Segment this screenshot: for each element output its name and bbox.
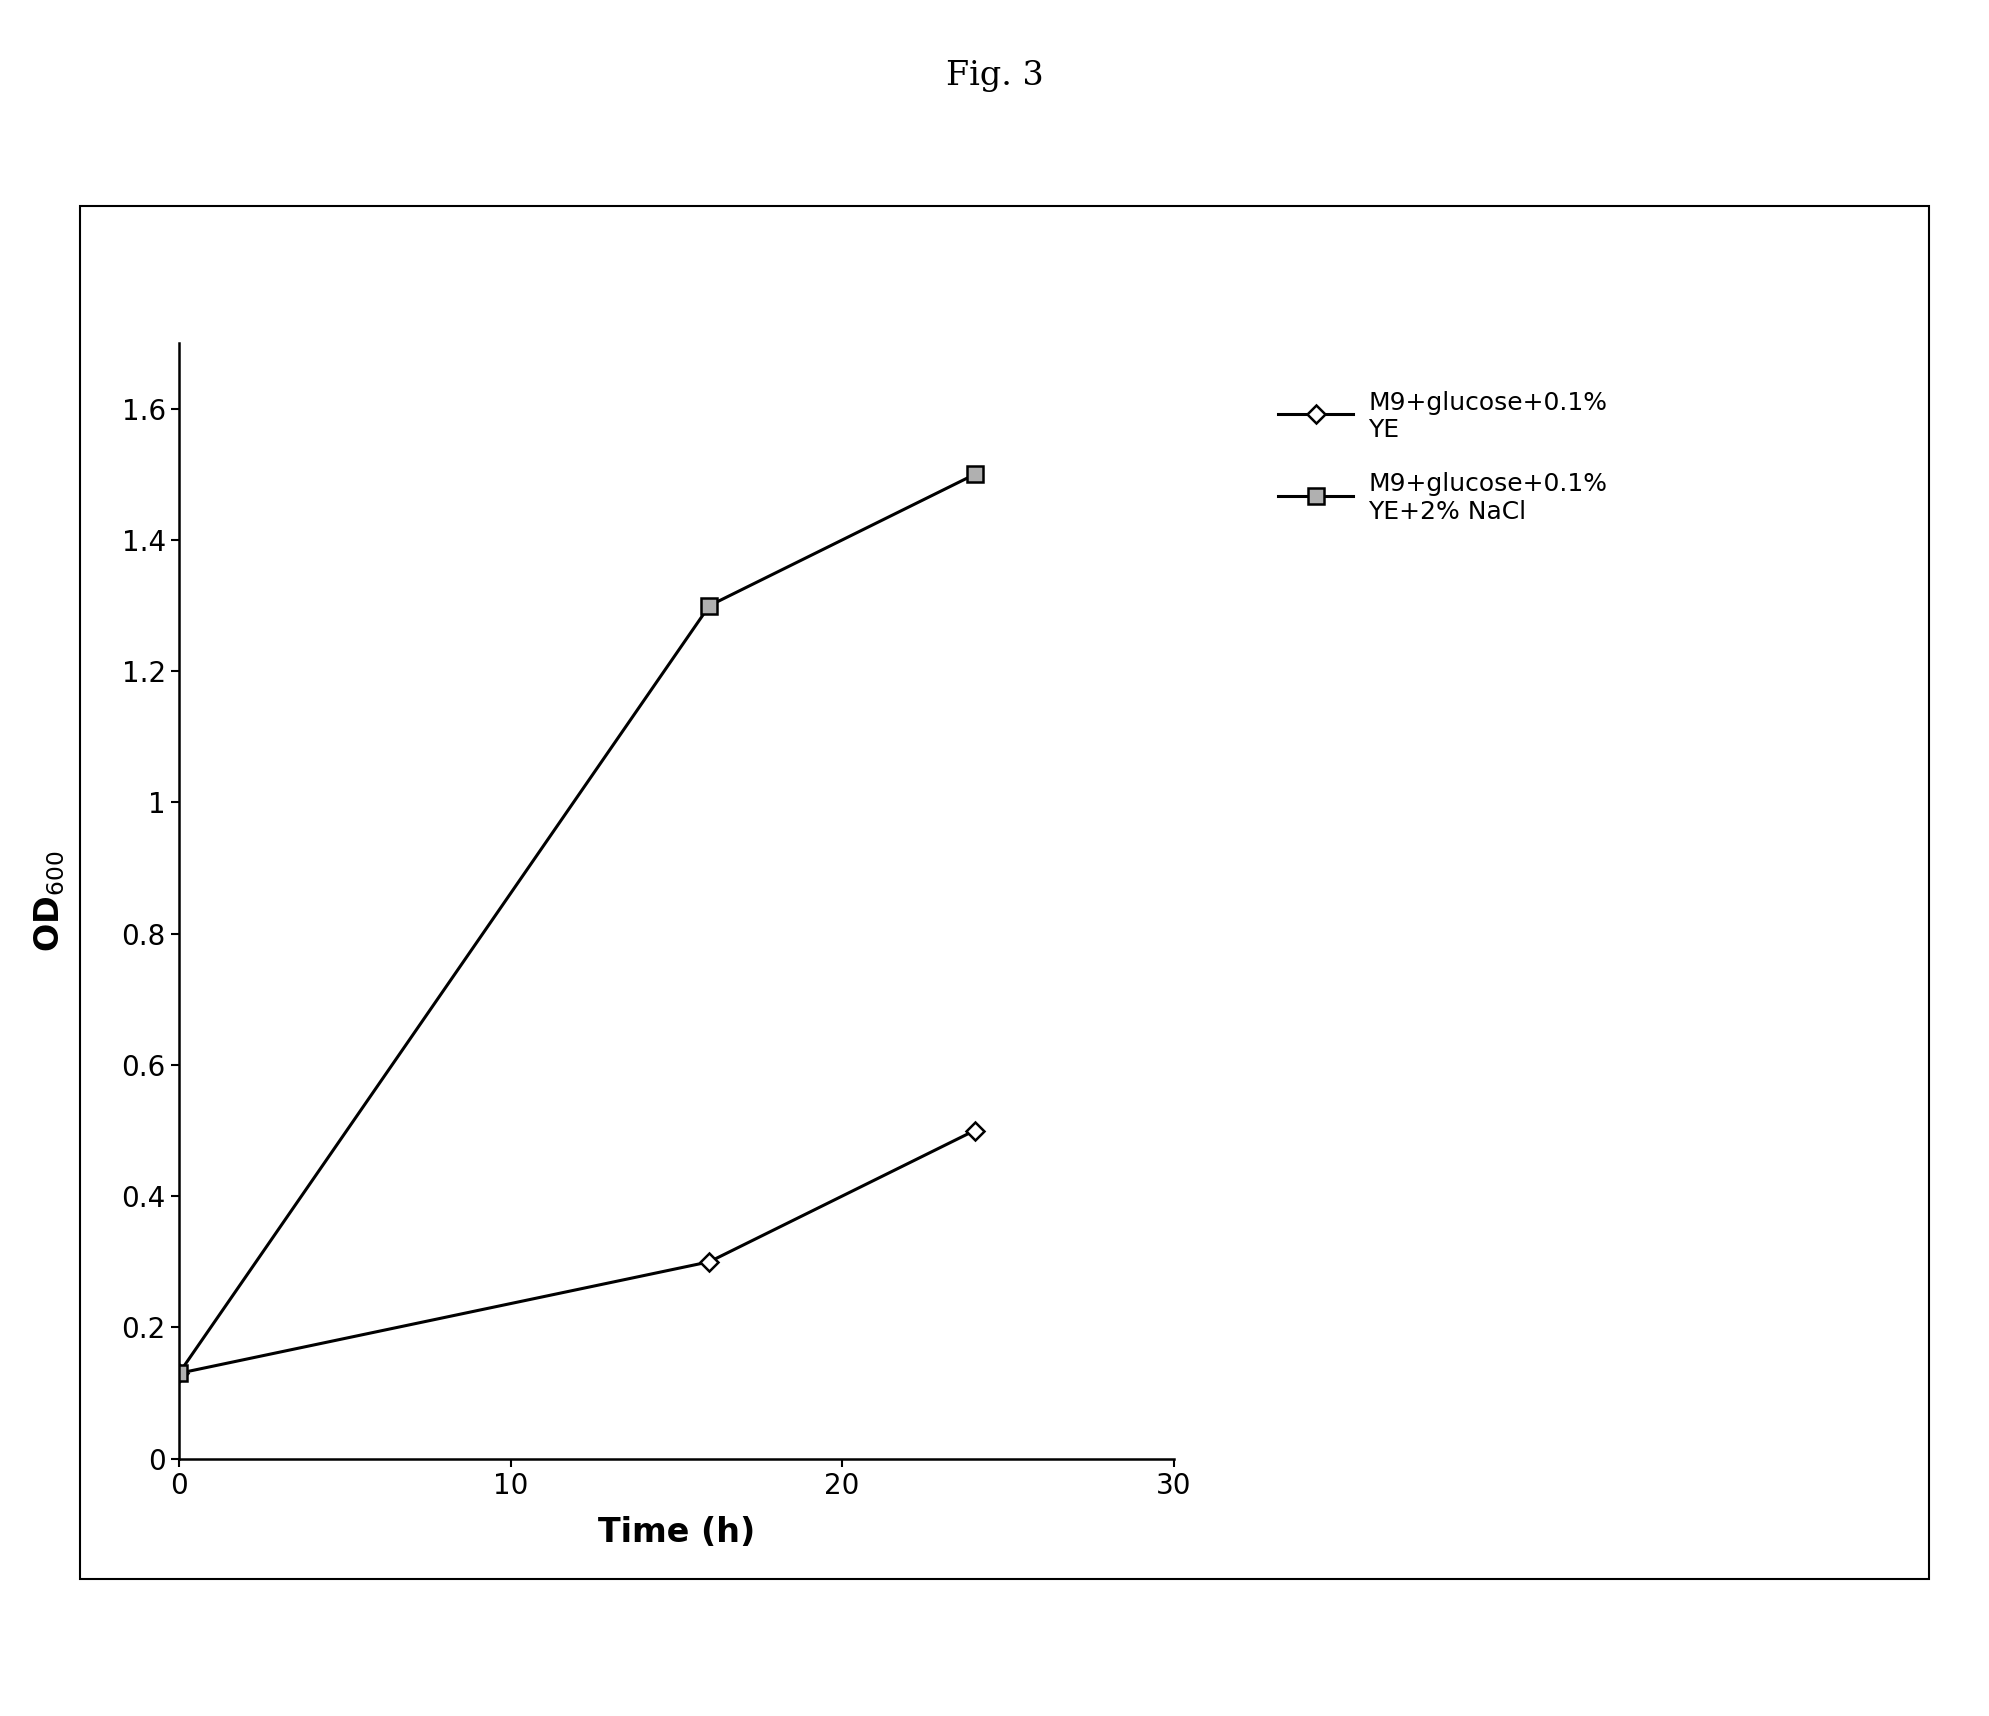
M9+glucose+0.1%
YE: [963, 1121, 987, 1141]
M9+glucose+0.1%
YE+2% NaCl: [963, 463, 987, 484]
Legend: M9+glucose+0.1%
YE, M9+glucose+0.1%
YE+2% NaCl: M9+glucose+0.1% YE, M9+glucose+0.1% YE+2…: [1265, 378, 1619, 537]
M9+glucose+0.1%
YE: [167, 1363, 191, 1383]
Line: M9+glucose+0.1%
YE+2% NaCl: M9+glucose+0.1% YE+2% NaCl: [171, 467, 983, 1381]
Text: Fig. 3: Fig. 3: [945, 60, 1044, 93]
X-axis label: Time (h): Time (h): [597, 1517, 756, 1550]
Text: OD$_{600}$: OD$_{600}$: [32, 849, 68, 952]
M9+glucose+0.1%
YE+2% NaCl: [698, 595, 722, 616]
M9+glucose+0.1%
YE+2% NaCl: [167, 1363, 191, 1383]
M9+glucose+0.1%
YE: [698, 1251, 722, 1272]
Line: M9+glucose+0.1%
YE: M9+glucose+0.1% YE: [173, 1124, 981, 1380]
